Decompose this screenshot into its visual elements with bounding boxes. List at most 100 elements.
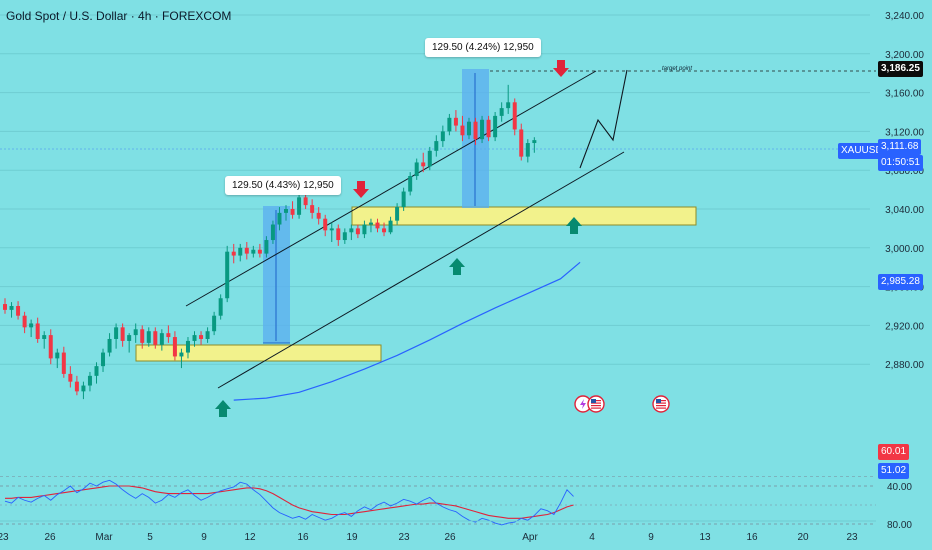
candle-body: [22, 315, 27, 328]
price-tick-label: 3,080.00: [885, 166, 924, 177]
channel-lower-line: [217, 151, 625, 389]
candle-body: [382, 228, 387, 233]
candle-body: [499, 108, 504, 116]
candle-body: [434, 141, 439, 151]
candle-body: [192, 335, 197, 341]
candle-body: [55, 352, 60, 359]
candle-body: [395, 207, 400, 221]
candle-body: [120, 327, 125, 341]
time-tick-label: 12: [244, 532, 256, 543]
candle-body: [375, 222, 380, 229]
candle-body: [159, 333, 164, 345]
time-tick-label: 26: [444, 532, 456, 543]
price-tick-label: 2,880.00: [885, 360, 924, 371]
candle-body: [35, 323, 40, 339]
candle-body: [225, 251, 230, 299]
target-price-tag: 3,186.25: [878, 61, 923, 77]
candle-body: [244, 247, 249, 254]
candle-body: [440, 131, 445, 142]
candle-body: [316, 212, 321, 219]
time-tick-label: 16: [297, 532, 309, 543]
candle-body: [427, 150, 432, 167]
countdown-tag: 01:50:51: [878, 155, 923, 171]
candle-body: [512, 102, 517, 130]
rsi-tick-label: 80.00: [887, 520, 912, 531]
rsi-ma-tag: 60.01: [878, 444, 910, 460]
candle-body: [29, 323, 34, 328]
candle-body: [355, 228, 360, 235]
time-tick-label: 19: [346, 532, 358, 543]
last-price-tag: 3,111.68: [878, 139, 922, 155]
ma-price-tag: 2,985.28: [878, 274, 923, 290]
time-tick-label: 13: [699, 532, 711, 543]
candle-body: [166, 333, 171, 338]
candle-body: [87, 375, 92, 386]
candle-body: [114, 327, 119, 339]
candle-body: [349, 228, 354, 233]
candles-group: [3, 84, 537, 400]
candle-body: [218, 298, 223, 316]
candle-body: [61, 352, 66, 374]
candle-body: [408, 176, 413, 192]
candle-body: [277, 212, 282, 225]
price-tick-label: 3,200.00: [885, 50, 924, 61]
candle-body: [525, 143, 530, 157]
flag-canton: [656, 399, 661, 403]
lightning-glyph: [580, 399, 586, 409]
candle-body: [297, 197, 302, 215]
price-tick-label: 3,040.00: [885, 205, 924, 216]
candle-body: [453, 117, 458, 126]
candle-body: [362, 224, 367, 235]
candle-body: [519, 129, 524, 157]
candle-body: [532, 140, 537, 144]
flag-stripe: [656, 407, 666, 409]
rsi-ma-line: [5, 485, 574, 519]
candle-body: [133, 329, 138, 336]
chart-title: Gold Spot / U.S. Dollar · 4h · FOREXCOM: [6, 9, 232, 23]
candle-body: [342, 232, 347, 241]
candle-body: [212, 315, 217, 332]
candle-body: [473, 121, 478, 140]
price-tick-label: 3,240.00: [885, 11, 924, 22]
flag-canton: [591, 399, 596, 403]
measure-label-2: 129.50 (4.24%) 12,950: [425, 38, 541, 57]
time-tick-label: 20: [797, 532, 809, 543]
candle-body: [153, 331, 158, 345]
time-tick-label: 23: [846, 532, 858, 543]
us-flag-event-icon: [587, 395, 605, 413]
time-tick-label: 4: [589, 532, 595, 543]
time-tick-label: 9: [648, 532, 654, 543]
time-tick-label: 26: [44, 532, 56, 543]
measure-label-1: 129.50 (4.43%) 12,950: [225, 176, 341, 195]
candle-body: [199, 335, 204, 339]
flag-stripe: [656, 405, 666, 407]
price-tick-label: 3,000.00: [885, 244, 924, 255]
rsi-value-tag: 51.02: [878, 463, 910, 479]
candle-body: [101, 352, 106, 367]
candle-body: [48, 335, 53, 359]
candle-body: [16, 306, 21, 316]
candle-body: [205, 331, 210, 339]
candle-body: [421, 162, 426, 167]
moving-average-line: [233, 261, 581, 401]
candle-body: [460, 125, 465, 136]
time-tick-label: 9: [201, 532, 207, 543]
candle-body: [74, 381, 79, 392]
target-point-label: target point: [662, 66, 693, 72]
candle-body: [231, 251, 236, 256]
channel-upper-line: [185, 70, 597, 307]
candle-body: [401, 191, 406, 208]
candle-body: [480, 119, 485, 140]
rsi-tick-label: 40.00: [887, 482, 912, 493]
time-tick-label: 23: [398, 532, 410, 543]
candle-body: [310, 205, 315, 213]
candle-body: [323, 218, 328, 231]
us-flag-event-icon-ring: [587, 395, 605, 413]
sell-arrow-icon: [353, 181, 369, 198]
price-tick-label: 2,920.00: [885, 321, 924, 332]
candle-body: [290, 209, 295, 215]
flag-stripe: [591, 407, 601, 409]
candle-body: [303, 197, 308, 206]
candle-body: [284, 209, 289, 213]
